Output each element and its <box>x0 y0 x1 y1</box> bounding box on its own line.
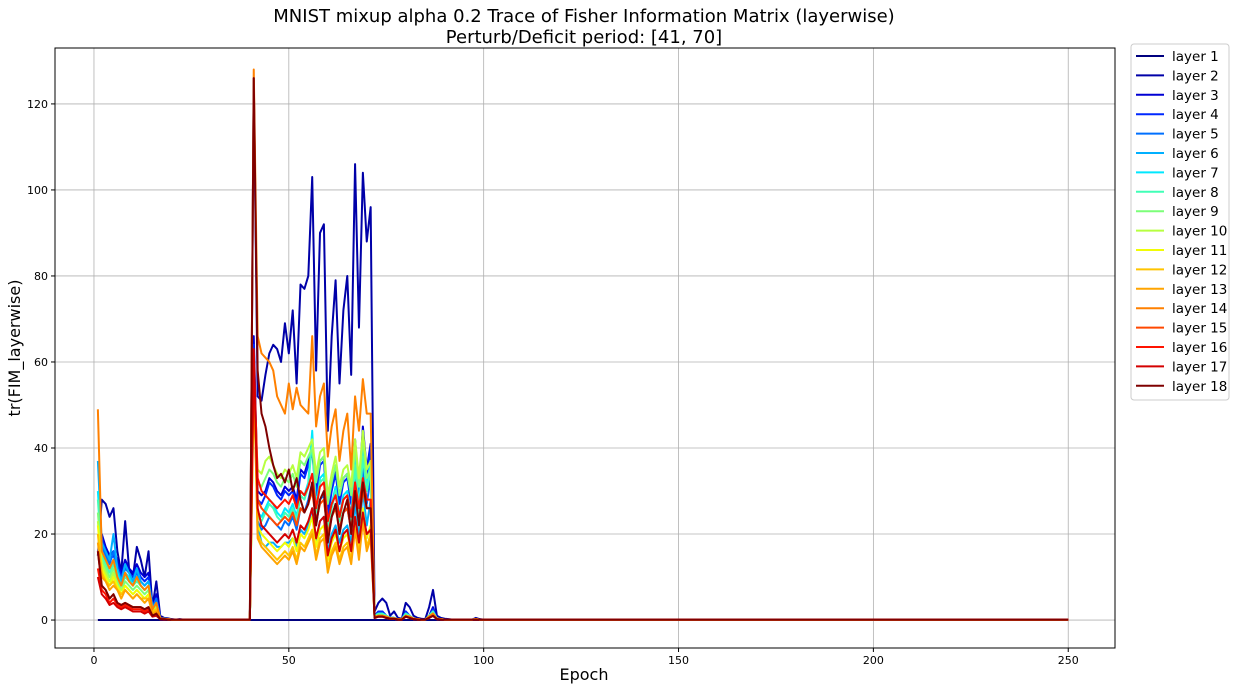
legend-label-layer-8: layer 8 <box>1172 185 1219 201</box>
x-tick-label: 150 <box>668 654 689 667</box>
x-tick-label: 200 <box>863 654 884 667</box>
y-tick-label: 80 <box>34 270 48 283</box>
legend-label-layer-12: layer 12 <box>1172 262 1227 278</box>
legend-label-layer-4: layer 4 <box>1172 107 1219 123</box>
y-tick-label: 20 <box>34 528 48 541</box>
y-axis-label: tr(FIM_layerwise) <box>5 280 25 417</box>
y-tick-label: 100 <box>27 184 48 197</box>
legend-label-layer-9: layer 9 <box>1172 204 1219 220</box>
legend-label-layer-3: layer 3 <box>1172 88 1219 104</box>
x-tick-label: 0 <box>90 654 97 667</box>
legend-label-layer-11: layer 11 <box>1172 243 1227 259</box>
legend-label-layer-15: layer 15 <box>1172 321 1227 337</box>
legend-label-layer-13: layer 13 <box>1172 282 1227 298</box>
legend-label-layer-18: layer 18 <box>1172 379 1227 395</box>
chart-title: MNIST mixup alpha 0.2 Trace of Fisher In… <box>273 6 894 27</box>
y-tick-label: 60 <box>34 356 48 369</box>
y-tick-label: 120 <box>27 98 48 111</box>
x-tick-label: 100 <box>473 654 494 667</box>
plot-frame <box>54 47 1116 649</box>
legend-label-layer-17: layer 17 <box>1172 359 1227 375</box>
y-tick-label: 40 <box>34 442 48 455</box>
grid <box>55 48 1115 648</box>
plot-area <box>55 48 1115 648</box>
series-line-layer-18 <box>96 77 1069 621</box>
legend-label-layer-16: layer 16 <box>1172 340 1227 356</box>
y-tick-label: 0 <box>41 614 48 627</box>
legend: layer 1 layer 2 layer 3 layer 4 layer 5 layer… <box>1136 49 1227 395</box>
legend-label-layer-14: layer 14 <box>1172 301 1227 317</box>
legend-label-layer-6: layer 6 <box>1172 146 1219 162</box>
legend-label-layer-1: layer 1 <box>1172 49 1219 65</box>
x-tick-label: 250 <box>1058 654 1079 667</box>
chart-subtitle: Perturb/Deficit period: [41, 70] <box>446 27 722 48</box>
legend-label-layer-7: layer 7 <box>1172 165 1219 181</box>
legend-label-layer-5: layer 5 <box>1172 127 1219 143</box>
x-tick-label: 50 <box>282 654 296 667</box>
axis-ticks: 0 50 100 150 200 250 0 20 40 60 80 100 120 <box>27 98 1079 667</box>
legend-label-layer-2: layer 2 <box>1172 68 1219 84</box>
series-lines <box>96 68 1069 622</box>
x-axis-label: Epoch <box>560 665 609 684</box>
legend-label-layer-10: layer 10 <box>1172 224 1227 240</box>
